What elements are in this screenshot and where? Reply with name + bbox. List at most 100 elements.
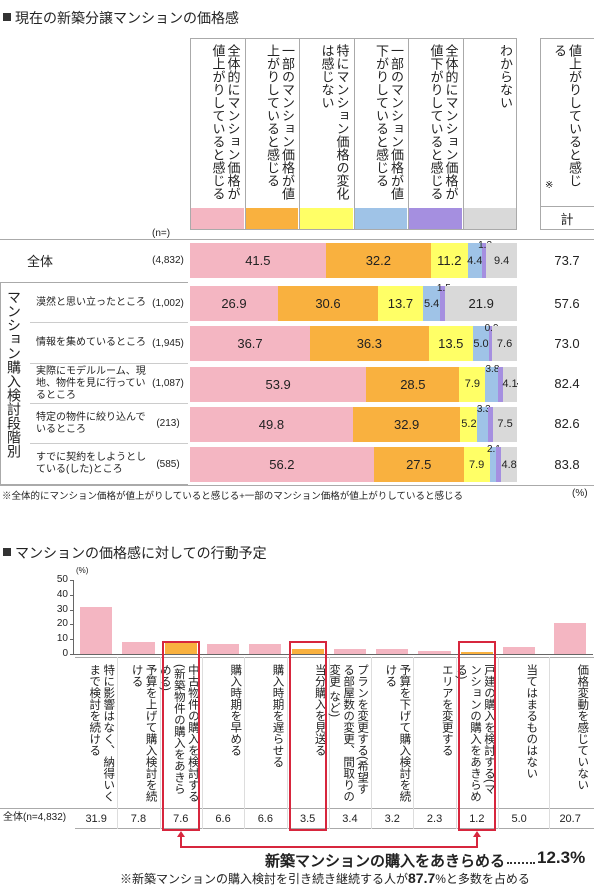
value-label: 3.4 (342, 813, 358, 825)
bar (206, 644, 240, 654)
row-divider (30, 402, 188, 404)
x-tick-label: 購入時期を遅らせる (271, 664, 284, 768)
x-tick-label: 当てはまるものはない (525, 664, 538, 779)
legend-swatch (354, 208, 407, 229)
n-header: (n=) (152, 228, 171, 239)
value-label: 26.9 (221, 296, 247, 311)
legend-label: わからない (498, 44, 513, 109)
row-divider (30, 322, 188, 324)
column-divider (244, 657, 246, 829)
x-tick-label: 特に影響はなく、納得いくまで検討を続ける (88, 664, 115, 802)
legend-swatch (300, 208, 353, 229)
bar-segment (486, 243, 517, 278)
y-tick (70, 580, 73, 581)
title-marker (3, 548, 11, 556)
legend-swatch (191, 208, 244, 229)
value-label: 4.8 (501, 458, 517, 471)
title-marker (3, 13, 11, 21)
bar (376, 649, 409, 654)
value-label: 41.5 (245, 253, 271, 268)
bar-segment (477, 406, 489, 442)
bracket-arrow (176, 831, 185, 837)
bar-segment (460, 406, 478, 442)
bar-segment (467, 243, 482, 278)
row-label: 実際にモデルルーム、現地、物件を見に行っているところ (36, 365, 146, 401)
legend-swatch (245, 208, 298, 229)
value-label: 49.8 (258, 416, 285, 432)
value-label: 13.7 (387, 296, 414, 311)
value-label: 28.5 (400, 376, 426, 392)
x-tick-label: エリアを変更する (440, 664, 453, 756)
bar-segment (352, 406, 461, 442)
y-tick-label: 30 (56, 603, 68, 615)
bar-segment (190, 447, 374, 483)
row-divider (30, 443, 188, 445)
bar-segment (488, 406, 493, 442)
bar-segment (501, 447, 517, 483)
bar-segment (482, 243, 487, 278)
bar-segment (366, 366, 460, 402)
row-label: 漠然と思い立ったところ (36, 297, 146, 308)
bar (418, 650, 451, 654)
y-axis-label: (%) (76, 566, 89, 575)
bracket-arm (179, 836, 182, 848)
bar (80, 606, 113, 654)
y-tick (70, 654, 73, 655)
column-divider (117, 657, 119, 829)
n-label: (4,832) (152, 254, 184, 266)
bar-segment (445, 286, 517, 321)
legend-divider (408, 38, 409, 230)
legend-label: 特にマンション価格の変化は感じない (319, 44, 350, 200)
bar-segment (485, 366, 498, 402)
value-label: 13.5 (438, 336, 464, 352)
y-tick (70, 594, 73, 596)
bar-segment (492, 406, 518, 442)
column-divider (455, 657, 457, 829)
value-label: 56.2 (269, 457, 295, 473)
chart-title: マンションの価格感に対しての行動予定 (15, 545, 267, 561)
bar (164, 642, 197, 654)
x-tick-label: 戸建の購入を検討する(マンションの購入をあきらめる) (454, 664, 495, 802)
value-label: 4.1 (502, 378, 518, 391)
n-label: (585) (156, 458, 180, 470)
value-label: 2.1 (486, 444, 501, 456)
bar-segment (440, 286, 446, 321)
x-tick-label: 当分購入を見送る (313, 664, 326, 756)
bar-segment (190, 326, 310, 362)
totals-header-mark: ※ (545, 180, 554, 191)
value-label: 53.9 (265, 376, 291, 392)
value-label: 3.8 (485, 363, 500, 375)
column-divider (413, 657, 415, 829)
value-label: 6.6 (257, 813, 273, 825)
bar (503, 646, 536, 654)
total-value: 57.6 (554, 295, 580, 311)
unit-label: (%) (572, 488, 588, 499)
value-label: 36.7 (237, 336, 263, 352)
bar-segment (190, 243, 326, 278)
x-tick-label: 価格変動を感じていない (576, 664, 589, 791)
legend-label: 一部のマンション価格が値下がりしていると感じる (374, 44, 404, 200)
value-label: 32.2 (365, 253, 391, 268)
bar-segment (190, 366, 367, 402)
value-label: 31.9 (85, 813, 107, 825)
value-label: 9.4 (493, 254, 510, 267)
y-tick (70, 624, 73, 626)
legend-divider (299, 38, 300, 230)
total-value: 73.0 (554, 335, 580, 351)
value-label: 3.2 (384, 813, 400, 825)
value-label: 1.3 (478, 240, 493, 251)
footnote: ※全体的にマンション価格が値上がりしていると感じる+一部のマンション価格が値上が… (2, 491, 463, 502)
value-label: 6.6 (215, 813, 231, 825)
y-tick-label: 20 (56, 618, 68, 630)
row-divider (30, 362, 188, 364)
value-label: 32.9 (393, 416, 420, 432)
bar-segment (325, 243, 431, 278)
value-label: 1.2 (469, 813, 485, 825)
bar (554, 623, 587, 654)
table-bottom (0, 485, 594, 486)
bar (291, 648, 324, 654)
value-label: 27.5 (406, 457, 432, 473)
totals-footer: 計 (560, 211, 574, 227)
bar-segment (497, 366, 504, 402)
bar-segment (503, 366, 517, 402)
